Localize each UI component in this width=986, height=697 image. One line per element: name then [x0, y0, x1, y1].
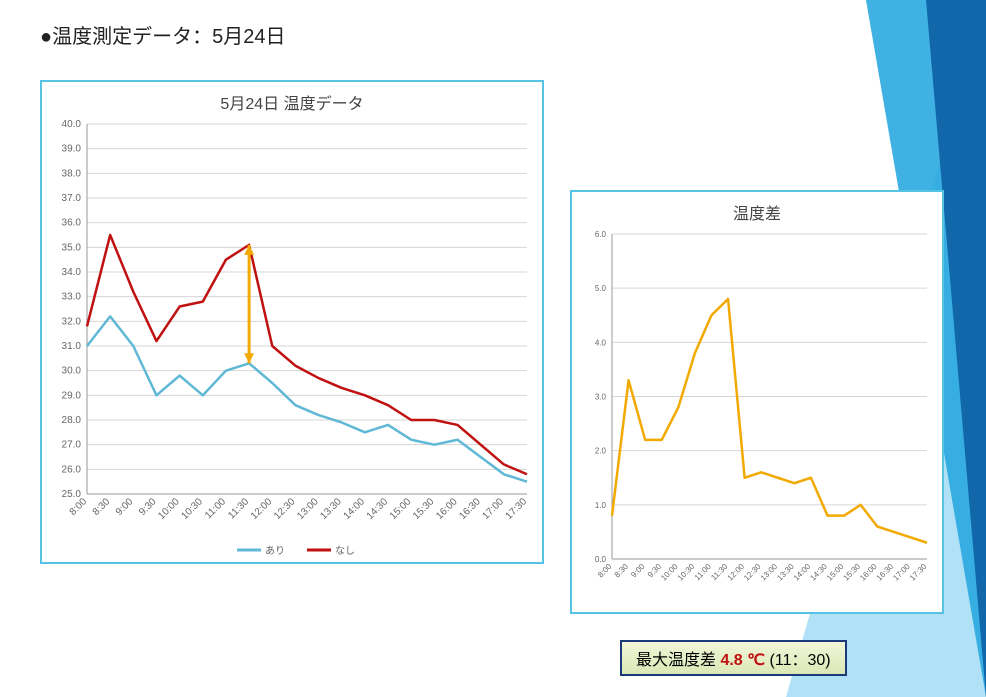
- chart-difference-svg: 0.01.02.03.04.05.06.08:008:309:009:3010:…: [572, 224, 942, 614]
- svg-text:37.0: 37.0: [62, 193, 82, 204]
- svg-text:29.0: 29.0: [62, 390, 82, 401]
- chart-temperature-title: 5月24日 温度データ: [42, 90, 542, 114]
- svg-text:27.0: 27.0: [62, 440, 82, 451]
- svg-text:0.0: 0.0: [595, 555, 607, 564]
- svg-text:17:00: 17:00: [480, 496, 506, 522]
- svg-text:35.0: 35.0: [62, 242, 82, 253]
- svg-text:17:30: 17:30: [908, 562, 929, 583]
- svg-text:8:30: 8:30: [91, 496, 113, 518]
- svg-text:17:30: 17:30: [504, 496, 530, 522]
- svg-text:4.0: 4.0: [595, 338, 607, 347]
- svg-text:16:00: 16:00: [434, 496, 460, 522]
- svg-text:9:00: 9:00: [114, 496, 136, 518]
- summary-prefix: 最大温度差: [636, 652, 720, 669]
- svg-text:15:30: 15:30: [842, 562, 863, 583]
- svg-text:30.0: 30.0: [62, 366, 82, 377]
- svg-text:38.0: 38.0: [62, 168, 82, 179]
- svg-text:40.0: 40.0: [62, 119, 82, 130]
- svg-text:31.0: 31.0: [62, 341, 82, 352]
- svg-text:9:00: 9:00: [629, 562, 647, 580]
- chart-temperature-svg: 25.026.027.028.029.030.031.032.033.034.0…: [42, 114, 542, 564]
- svg-text:8:00: 8:00: [596, 562, 614, 580]
- max-difference-badge: 最大温度差 4.8 ℃ (11：30): [620, 640, 847, 676]
- svg-text:14:30: 14:30: [808, 562, 829, 583]
- svg-text:14:00: 14:00: [342, 496, 368, 522]
- svg-text:10:00: 10:00: [156, 496, 182, 522]
- svg-text:28.0: 28.0: [62, 415, 82, 426]
- svg-text:13:00: 13:00: [295, 496, 321, 522]
- svg-text:33.0: 33.0: [62, 292, 82, 303]
- chart-difference-title: 温度差: [572, 200, 942, 224]
- svg-text:17:00: 17:00: [891, 562, 912, 583]
- svg-text:10:00: 10:00: [659, 562, 680, 583]
- page-title: ●温度測定データ：5月24日: [40, 20, 285, 49]
- svg-text:15:00: 15:00: [825, 562, 846, 583]
- svg-text:12:30: 12:30: [742, 562, 763, 583]
- svg-text:15:00: 15:00: [388, 496, 414, 522]
- svg-text:13:30: 13:30: [775, 562, 796, 583]
- summary-suffix: (11：30): [765, 652, 831, 669]
- svg-text:10:30: 10:30: [676, 562, 697, 583]
- svg-text:14:00: 14:00: [792, 562, 813, 583]
- svg-text:11:30: 11:30: [226, 496, 251, 521]
- svg-text:16:30: 16:30: [457, 496, 483, 522]
- svg-text:12:00: 12:00: [249, 496, 275, 522]
- svg-text:26.0: 26.0: [62, 464, 82, 475]
- svg-text:あり: あり: [265, 545, 285, 557]
- svg-text:39.0: 39.0: [62, 144, 82, 155]
- svg-text:15:30: 15:30: [411, 496, 437, 522]
- svg-text:11:00: 11:00: [693, 562, 713, 582]
- svg-text:34.0: 34.0: [62, 267, 82, 278]
- svg-text:2.0: 2.0: [595, 447, 607, 456]
- summary-value: 4.8 ℃: [720, 652, 765, 669]
- chart-difference: 温度差 0.01.02.03.04.05.06.08:008:309:009:3…: [570, 190, 944, 614]
- svg-text:13:30: 13:30: [318, 496, 344, 522]
- svg-text:10:30: 10:30: [179, 496, 205, 522]
- svg-text:1.0: 1.0: [595, 501, 607, 510]
- svg-text:14:30: 14:30: [365, 496, 391, 522]
- svg-text:12:00: 12:00: [726, 562, 747, 583]
- svg-text:12:30: 12:30: [272, 496, 298, 522]
- svg-text:11:00: 11:00: [203, 496, 228, 521]
- svg-text:なし: なし: [335, 545, 355, 557]
- svg-text:16:30: 16:30: [875, 562, 896, 583]
- svg-text:6.0: 6.0: [595, 230, 607, 239]
- svg-text:16:00: 16:00: [858, 562, 879, 583]
- svg-text:5.0: 5.0: [595, 284, 607, 293]
- svg-text:36.0: 36.0: [62, 218, 82, 229]
- svg-text:13:00: 13:00: [759, 562, 780, 583]
- svg-text:8:30: 8:30: [613, 562, 631, 580]
- chart-temperature: 5月24日 温度データ 25.026.027.028.029.030.031.0…: [40, 80, 544, 564]
- svg-text:3.0: 3.0: [595, 393, 607, 402]
- svg-text:32.0: 32.0: [62, 316, 82, 327]
- svg-text:11:30: 11:30: [709, 562, 729, 582]
